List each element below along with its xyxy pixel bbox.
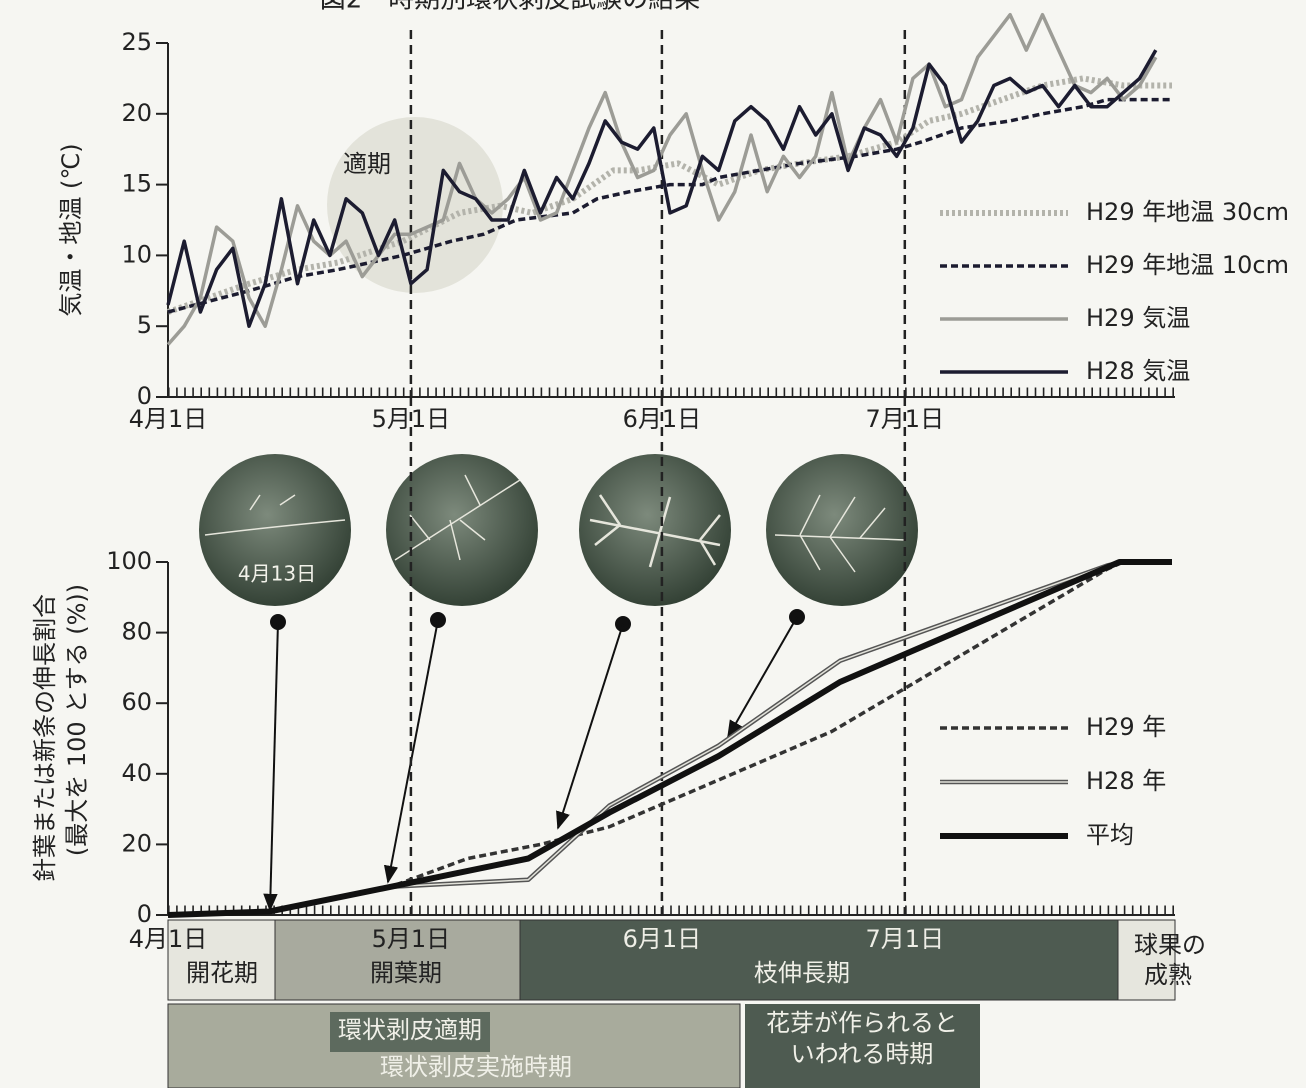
series-line	[168, 562, 1172, 915]
legend-label: H28 年	[1086, 767, 1166, 795]
pointer-arrow	[270, 622, 278, 910]
chart-title: 図2 時期別環状剥皮試験の結果	[320, 0, 701, 15]
y-tick-label: 10	[121, 240, 152, 268]
x-tick-label: 5月1日	[372, 925, 451, 953]
period-label: 花芽が作られると	[766, 1009, 958, 1037]
period-label: いわれる時期	[791, 1040, 934, 1068]
series-line	[168, 562, 1172, 915]
y-tick-label: 0	[137, 900, 152, 928]
figure: 図2 時期別環状剥皮試験の結果 適期 気温・地温 (℃) 針葉または新条の伸長割…	[0, 0, 1306, 1088]
photo-pointers	[270, 610, 804, 910]
period-label: 環状剥皮適期	[338, 1016, 482, 1044]
annotation: 適期	[343, 150, 391, 178]
x-tick-label: 4月1日	[129, 925, 208, 953]
y-tick-label: 80	[121, 618, 152, 646]
series-line	[168, 78, 1172, 312]
phase-label: 枝伸長期	[754, 959, 850, 987]
x-tick-label: 6月1日	[623, 925, 702, 953]
legend-label: H29 年地温 30cm	[1086, 198, 1289, 226]
series-line	[168, 562, 1172, 915]
legend-label: 平均	[1086, 821, 1134, 849]
page: {"chart_data": [ {"type": "line", "title…	[0, 0, 1306, 1088]
photo	[386, 454, 538, 606]
y-axis-label: (最大を 100 とする (%))	[63, 584, 91, 856]
phase-label: 成熟	[1144, 961, 1192, 989]
series-line-inner	[168, 562, 1172, 915]
y-tick-label: 20	[121, 829, 152, 857]
phase-label: 開葉期	[370, 959, 442, 987]
legend-label: H29 年	[1086, 713, 1166, 741]
x-tick-label: 4月1日	[129, 405, 208, 433]
phase-label: 開花期	[186, 959, 258, 987]
period-label: 環状剥皮実施時期	[380, 1053, 572, 1081]
y-tick-label: 40	[121, 759, 152, 787]
y-axis-label: 気温・地温 (℃)	[57, 143, 85, 316]
y-tick-label: 15	[121, 170, 152, 198]
pointer-arrow	[558, 624, 623, 828]
y-tick-label: 100	[106, 547, 152, 575]
y-tick-label: 20	[121, 99, 152, 127]
y-tick-label: 60	[121, 688, 152, 716]
x-tick-label: 7月1日	[866, 925, 945, 953]
pointer-arrow	[728, 617, 797, 737]
photo	[766, 454, 918, 606]
y-tick-label: 5	[137, 311, 152, 339]
legend-label: H29 気温	[1086, 304, 1190, 332]
y-axis-label: 針葉または新条の伸長割合	[31, 594, 59, 882]
y-tick-label: 25	[121, 28, 152, 56]
pointer-arrow	[388, 620, 438, 882]
photo-label: 4月13日	[238, 562, 316, 586]
legend-label: H28 気温	[1086, 357, 1190, 385]
legend-label: H29 年地温 10cm	[1086, 251, 1289, 279]
phase-label: 球果の	[1134, 931, 1206, 959]
